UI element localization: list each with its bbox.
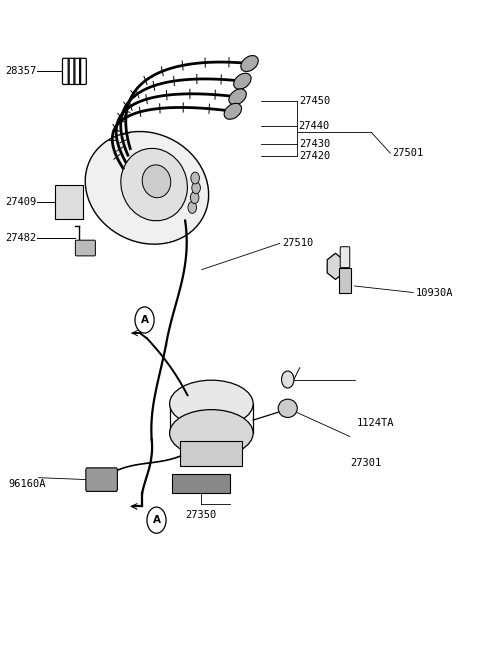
Ellipse shape (224, 103, 241, 120)
FancyBboxPatch shape (172, 474, 229, 493)
Ellipse shape (234, 73, 251, 89)
Polygon shape (327, 253, 344, 279)
Text: 10930A: 10930A (416, 288, 453, 298)
Ellipse shape (278, 399, 297, 417)
Text: 27440: 27440 (298, 121, 329, 131)
Ellipse shape (241, 56, 258, 72)
FancyBboxPatch shape (55, 185, 83, 219)
Text: 1124TA: 1124TA (357, 419, 395, 428)
Text: 27350: 27350 (185, 510, 216, 520)
FancyBboxPatch shape (75, 240, 96, 256)
Ellipse shape (85, 131, 209, 244)
Text: 27409: 27409 (5, 197, 36, 207)
Circle shape (192, 182, 200, 194)
FancyBboxPatch shape (180, 441, 242, 466)
Circle shape (191, 172, 199, 184)
Text: 27482: 27482 (5, 233, 36, 243)
Text: 27430: 27430 (300, 139, 331, 149)
FancyBboxPatch shape (339, 267, 351, 292)
Ellipse shape (169, 380, 253, 427)
Text: 27420: 27420 (300, 151, 331, 161)
Text: 27450: 27450 (300, 97, 331, 106)
Text: A: A (141, 315, 148, 325)
Circle shape (188, 202, 197, 214)
Ellipse shape (229, 89, 246, 105)
Text: 28357: 28357 (5, 66, 36, 76)
FancyBboxPatch shape (340, 247, 350, 267)
Circle shape (191, 192, 199, 204)
FancyBboxPatch shape (86, 468, 117, 491)
Text: 27510: 27510 (282, 238, 313, 248)
Ellipse shape (121, 148, 187, 221)
Text: A: A (153, 515, 160, 525)
Ellipse shape (142, 165, 171, 198)
Circle shape (281, 371, 294, 388)
Text: 27501: 27501 (393, 148, 424, 158)
Text: 27301: 27301 (351, 458, 382, 468)
Text: 96160A: 96160A (9, 479, 46, 489)
Ellipse shape (169, 409, 253, 457)
